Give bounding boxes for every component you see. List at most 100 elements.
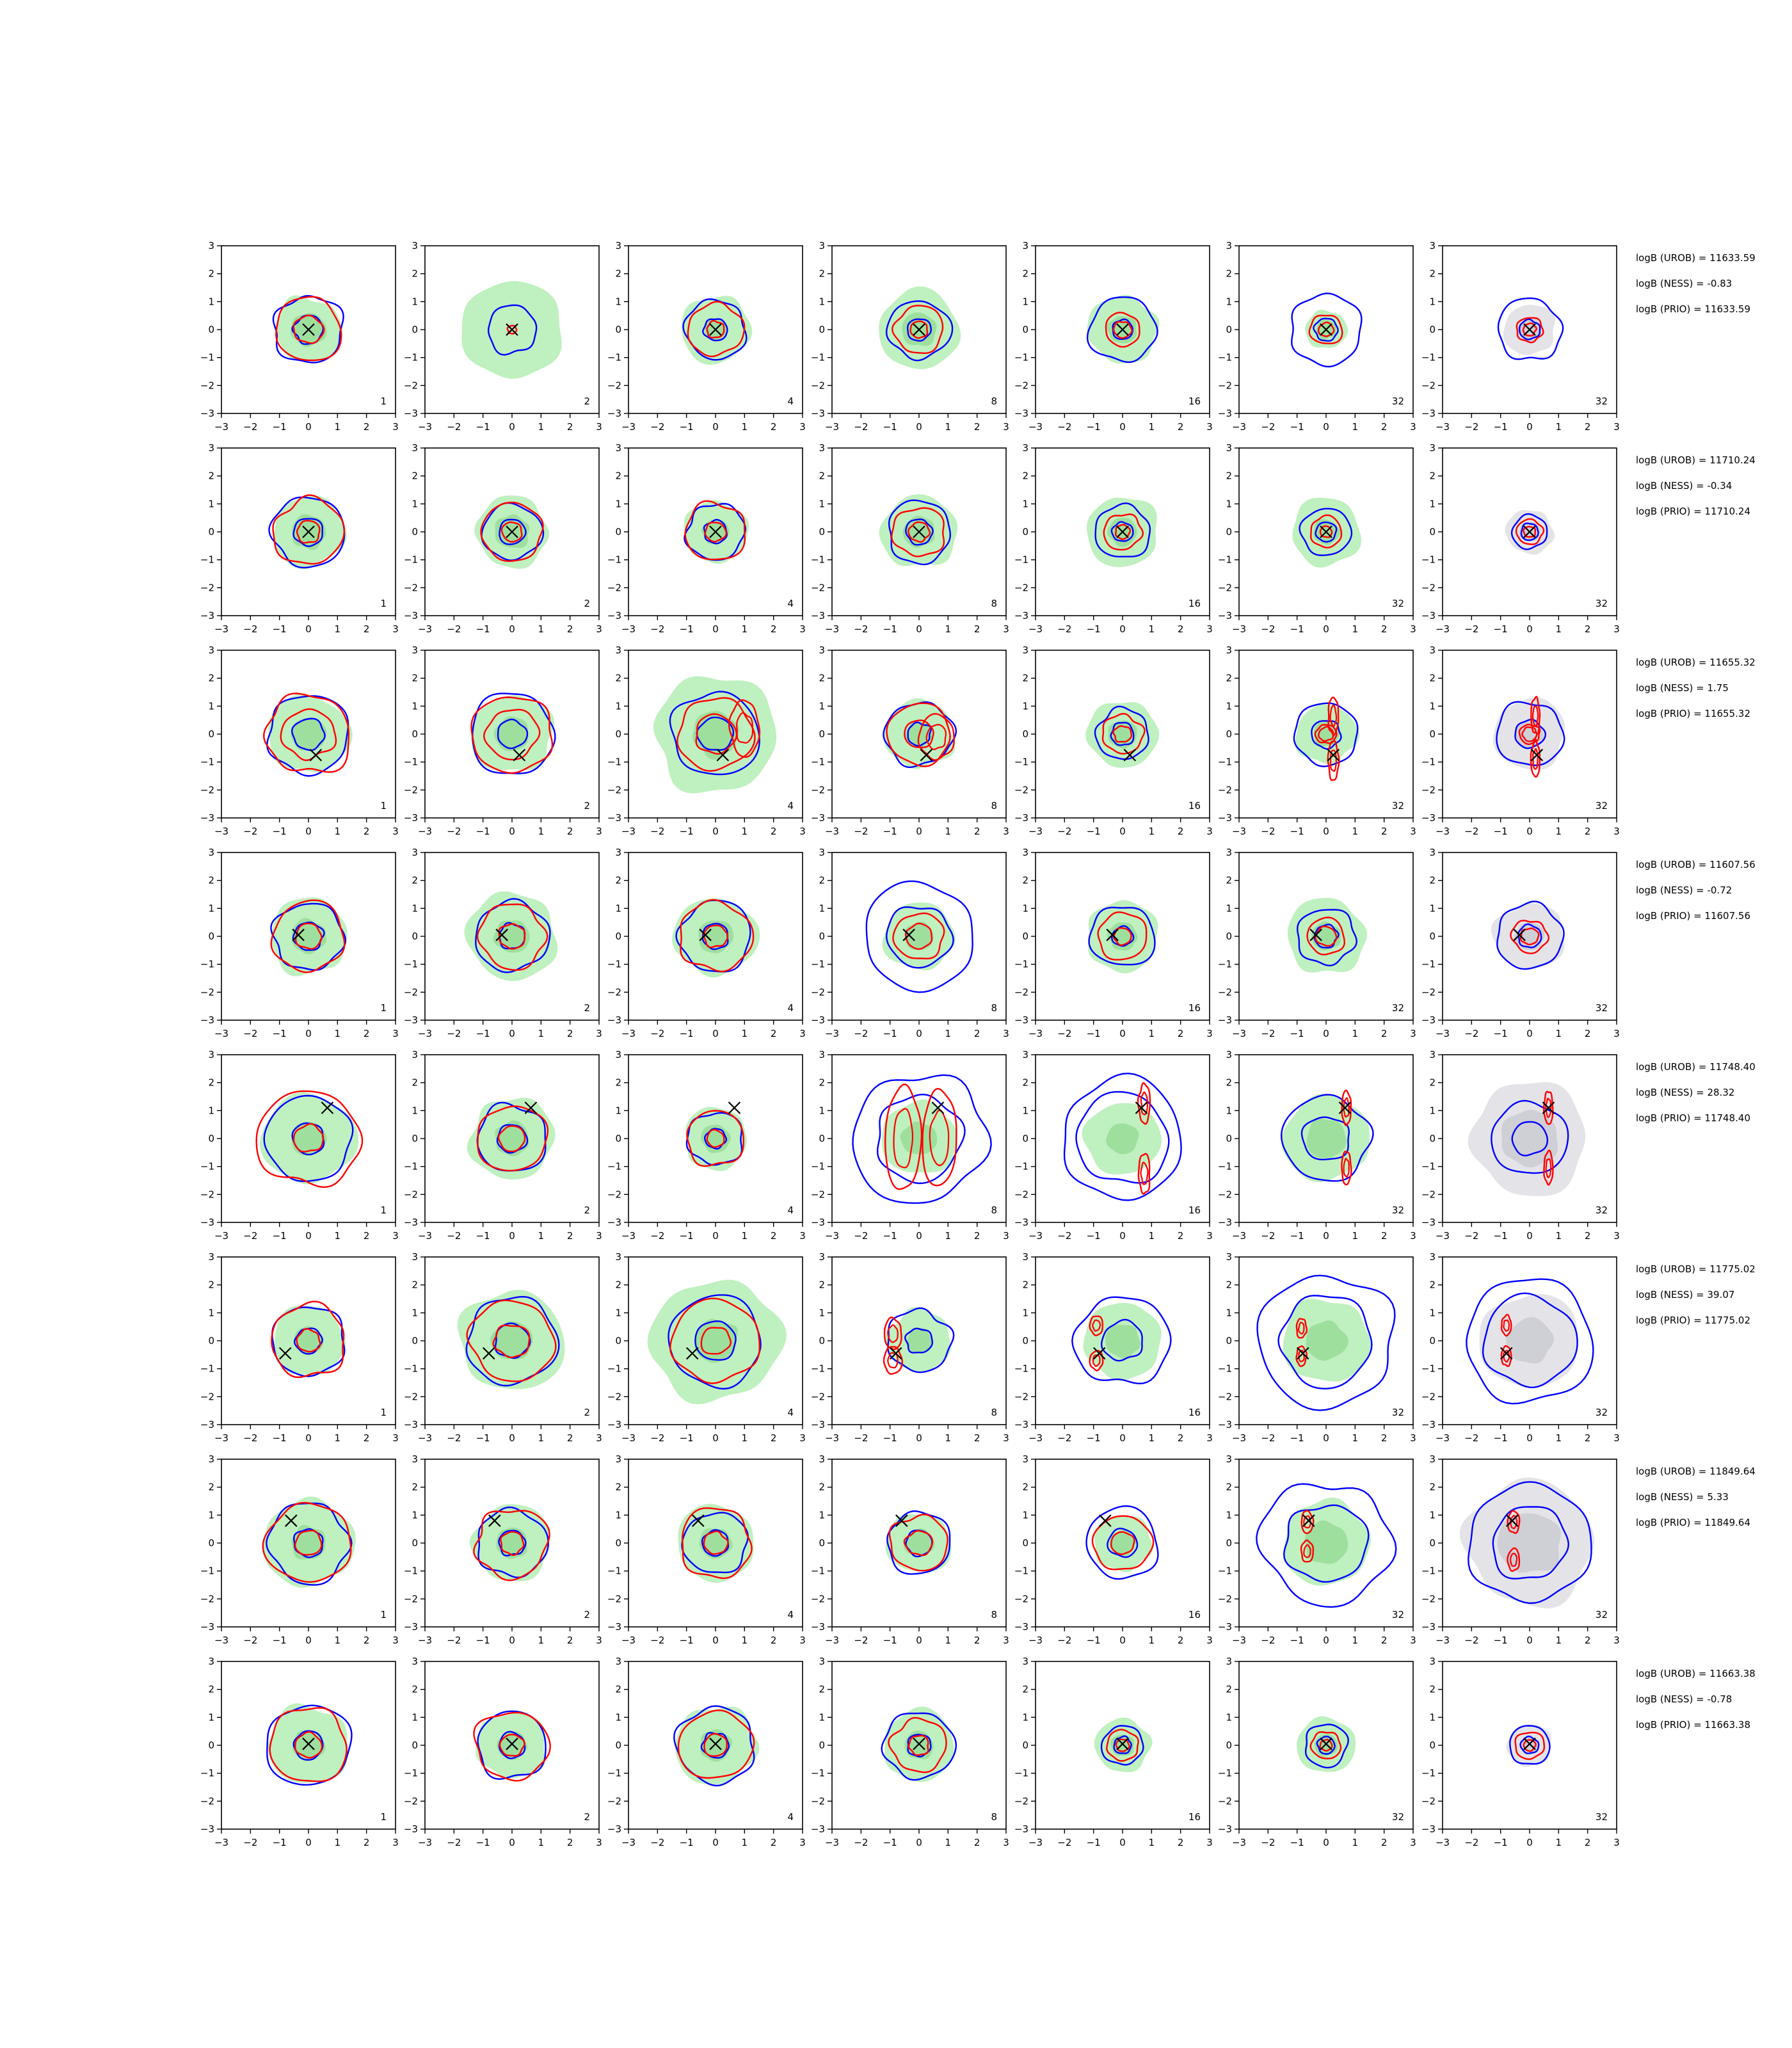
y-tick-label: 3 bbox=[1226, 847, 1232, 858]
blue-contour-2 bbox=[498, 1530, 527, 1556]
red-contour-1 bbox=[1105, 312, 1140, 348]
red-contour-2 bbox=[904, 719, 934, 749]
panel-count-label: 1 bbox=[380, 1811, 387, 1823]
panel-count-label: 8 bbox=[991, 1811, 997, 1823]
y-tick-label: 0 bbox=[1022, 324, 1028, 335]
logb-annotation: logB (UROB) = 11607.56 bbox=[1636, 859, 1756, 870]
red-mode-inner-contour-2 bbox=[1140, 1162, 1149, 1185]
x-tick-label: 0 bbox=[916, 421, 922, 433]
x-tick-label: −2 bbox=[1261, 1837, 1275, 1848]
blue-contour-2 bbox=[497, 718, 529, 749]
y-tick-label: 0 bbox=[1429, 526, 1436, 538]
red-mode-contour-1 bbox=[884, 1083, 923, 1190]
y-tick-label: 3 bbox=[1022, 644, 1028, 656]
true-value-marker bbox=[1523, 1738, 1536, 1750]
x-tick-label: 0 bbox=[1526, 623, 1533, 635]
x-tick-label: 3 bbox=[596, 1028, 602, 1039]
true-value-marker bbox=[1500, 1347, 1513, 1360]
x-tick-label: 0 bbox=[305, 1230, 312, 1242]
x-tick-label: 1 bbox=[538, 1635, 545, 1646]
x-tick-label: −3 bbox=[1028, 1028, 1043, 1039]
x-tick-label: −3 bbox=[214, 1432, 228, 1444]
x-tick-label: −2 bbox=[1464, 1635, 1478, 1646]
y-tick-label: −3 bbox=[200, 1217, 214, 1228]
x-tick-label: 1 bbox=[742, 1635, 748, 1646]
y-tick-label: −3 bbox=[200, 610, 214, 621]
x-tick-label: 2 bbox=[1585, 826, 1591, 837]
y-tick-label: 2 bbox=[1429, 673, 1436, 684]
y-tick-label: 0 bbox=[208, 324, 214, 335]
y-tick-label: 2 bbox=[208, 1482, 214, 1493]
red-contour-1 bbox=[1308, 314, 1343, 344]
blue-contour-1 bbox=[1094, 502, 1151, 558]
blue-contour-1 bbox=[852, 1074, 992, 1204]
x-tick-label: 3 bbox=[596, 1230, 602, 1242]
blue-contour-2 bbox=[700, 1732, 730, 1759]
x-tick-label: 0 bbox=[1323, 826, 1329, 837]
blue-contour-1 bbox=[1280, 1094, 1374, 1182]
panel-r7-c2: −3−3 −2 −2 −1 −1 0 0 1 1 2 2 3 3 2 bbox=[404, 1453, 602, 1646]
blue-contour-1 bbox=[1256, 1483, 1397, 1608]
blue-contour-2 bbox=[1519, 318, 1541, 340]
plot-area bbox=[673, 1705, 760, 1787]
green-density-level-2 bbox=[291, 717, 327, 751]
x-tick-label: 2 bbox=[771, 623, 777, 635]
x-tick-label: −1 bbox=[476, 1837, 490, 1848]
y-tick-label: −3 bbox=[1218, 1621, 1232, 1633]
x-tick-label: −1 bbox=[1087, 421, 1101, 433]
y-tick-label: 3 bbox=[819, 1251, 825, 1263]
panel-count-label: 1 bbox=[380, 1407, 387, 1418]
x-tick-label: 0 bbox=[1119, 1837, 1126, 1848]
y-tick-label: 1 bbox=[1429, 1509, 1436, 1521]
red-mode-inner-contour-2 bbox=[1092, 1354, 1101, 1367]
true-value-marker bbox=[1106, 929, 1119, 941]
x-tick-label: 3 bbox=[799, 1432, 806, 1444]
panel-count-label: 32 bbox=[1596, 1002, 1608, 1014]
x-tick-label: 0 bbox=[305, 1837, 312, 1848]
y-tick-label: 3 bbox=[1226, 1453, 1232, 1465]
x-tick-label: 0 bbox=[1526, 1837, 1533, 1848]
y-tick-label: 0 bbox=[819, 1537, 825, 1549]
x-tick-label: −3 bbox=[1028, 826, 1043, 837]
y-tick-label: −2 bbox=[607, 1593, 621, 1604]
plot-area bbox=[647, 1279, 787, 1405]
y-tick-label: −1 bbox=[1014, 1565, 1028, 1577]
green-density-level-2 bbox=[490, 1321, 533, 1359]
plot-area bbox=[1085, 1505, 1159, 1580]
y-tick-label: −1 bbox=[1421, 352, 1436, 364]
logb-annotation: logB (PRIO) = 11655.32 bbox=[1636, 708, 1750, 719]
logb-annotation: logB (PRIO) = 11849.64 bbox=[1636, 1517, 1750, 1528]
y-tick-label: −1 bbox=[404, 554, 418, 566]
red-mode-contour-2 bbox=[1530, 738, 1540, 778]
y-tick-label: −2 bbox=[1014, 986, 1028, 998]
blue-contour-1 bbox=[1290, 292, 1363, 368]
panel-count-label: 16 bbox=[1188, 1811, 1201, 1823]
plot-area bbox=[1506, 1724, 1551, 1767]
true-value-marker bbox=[709, 1738, 722, 1750]
x-tick-label: 1 bbox=[1149, 623, 1155, 635]
blue-contour-1 bbox=[1466, 1278, 1594, 1405]
x-tick-label: −3 bbox=[825, 421, 839, 433]
red-contour-1 bbox=[892, 912, 945, 959]
x-tick-label: 2 bbox=[771, 1230, 777, 1242]
x-tick-label: 1 bbox=[538, 1837, 545, 1848]
panel-count-label: 8 bbox=[991, 1609, 997, 1620]
blue-contour-1 bbox=[1296, 909, 1358, 966]
x-tick-label: 1 bbox=[1149, 421, 1155, 433]
y-tick-label: 3 bbox=[412, 1251, 418, 1263]
y-tick-label: −2 bbox=[1014, 1188, 1028, 1200]
true-value-marker bbox=[309, 748, 323, 762]
x-tick-label: 1 bbox=[335, 1837, 341, 1848]
x-tick-label: 3 bbox=[1206, 623, 1213, 635]
red-mode-inner-contour-1 bbox=[1532, 705, 1539, 727]
y-tick-label: 3 bbox=[615, 240, 621, 252]
y-tick-label: 2 bbox=[1226, 875, 1232, 886]
plot-area bbox=[469, 1504, 550, 1581]
y-tick-label: −2 bbox=[404, 1188, 418, 1200]
true-value-marker bbox=[1523, 525, 1536, 538]
plot-area bbox=[685, 1101, 747, 1171]
x-tick-label: 2 bbox=[364, 1635, 370, 1646]
panel-count-label: 4 bbox=[787, 1407, 794, 1418]
true-value-marker bbox=[1338, 1101, 1352, 1114]
true-value-marker bbox=[1092, 1347, 1106, 1360]
